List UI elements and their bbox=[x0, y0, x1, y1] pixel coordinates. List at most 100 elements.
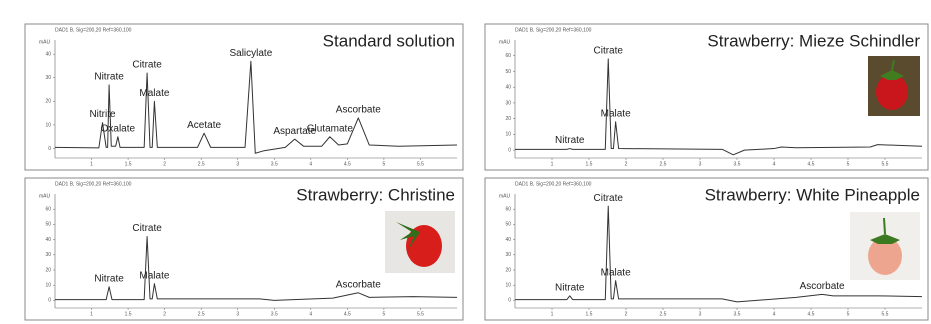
peak-label: Nitrate bbox=[555, 135, 585, 146]
y-tick-label: 10 bbox=[505, 283, 511, 289]
x-tick-label: 4 bbox=[309, 311, 312, 317]
x-tick-label: 4.5 bbox=[344, 311, 351, 317]
peak-label: Glutamate bbox=[307, 123, 354, 134]
peak-label: Malate bbox=[139, 88, 169, 99]
y-tick-label: 60 bbox=[505, 53, 511, 59]
peak-label: Nitrate bbox=[94, 273, 124, 284]
y-tick-label: 30 bbox=[505, 252, 511, 258]
peak-label: Acetate bbox=[187, 120, 221, 131]
y-tick-label: 20 bbox=[505, 267, 511, 273]
x-tick-label: 1 bbox=[90, 311, 93, 317]
x-tick-label: 5.5 bbox=[882, 161, 889, 167]
peak-label: Ascorbate bbox=[336, 105, 381, 116]
chromatogram-panel: DAD1 B, Sig=200,20 Ref=360,100mAU0102030… bbox=[25, 24, 463, 170]
x-tick-label: 2 bbox=[625, 161, 628, 167]
y-tick-label: 30 bbox=[45, 75, 51, 81]
peak-label: Malate bbox=[139, 270, 169, 281]
x-tick-label: 4.5 bbox=[808, 311, 815, 317]
y-tick-label: 40 bbox=[45, 51, 51, 57]
peak-label: Oxalate bbox=[101, 123, 136, 134]
x-tick-label: 4.5 bbox=[808, 161, 815, 167]
x-tick-label: 4 bbox=[309, 161, 312, 167]
y-tick-label: 20 bbox=[45, 267, 51, 273]
peak-label: Citrate bbox=[132, 60, 162, 71]
figure: DAD1 B, Sig=200,20 Ref=360,100mAU0102030… bbox=[0, 0, 931, 324]
y-tick-label: 20 bbox=[505, 116, 511, 122]
panel-header: DAD1 B, Sig=200,20 Ref=360,100 bbox=[55, 181, 132, 187]
x-tick-label: 4 bbox=[773, 311, 776, 317]
y-tick-label: 0 bbox=[508, 298, 511, 304]
y-tick-label: 10 bbox=[505, 132, 511, 138]
photo-mieze bbox=[868, 56, 920, 116]
x-tick-label: 4 bbox=[773, 161, 776, 167]
y-tick-label: 50 bbox=[505, 222, 511, 228]
x-tick-label: 1.5 bbox=[125, 311, 132, 317]
y-tick-label: 40 bbox=[505, 85, 511, 91]
peak-label: Citrate bbox=[594, 193, 624, 204]
peak-label: Nitrite bbox=[89, 109, 116, 120]
peak-label: Malate bbox=[601, 108, 631, 119]
peak-label: Salicylate bbox=[229, 48, 272, 59]
x-tick-label: 3.5 bbox=[271, 311, 278, 317]
page: {"chart_data": [ {"type": "line", "title… bbox=[0, 0, 931, 324]
peak-label: Nitrate bbox=[555, 282, 585, 293]
x-tick-label: 5 bbox=[847, 311, 850, 317]
peak-label: Citrate bbox=[594, 46, 624, 57]
panel-title: Strawberry: White Pineapple bbox=[705, 185, 920, 204]
x-tick-label: 4.5 bbox=[344, 161, 351, 167]
panel-title: Standard solution bbox=[323, 31, 455, 50]
x-tick-label: 1.5 bbox=[586, 311, 593, 317]
peak-label: Malate bbox=[601, 267, 631, 278]
photo-white-pineapple bbox=[850, 212, 920, 280]
x-tick-label: 3 bbox=[236, 311, 239, 317]
peak-label: Ascorbate bbox=[800, 281, 845, 292]
x-tick-label: 2 bbox=[625, 311, 628, 317]
x-tick-label: 1 bbox=[551, 161, 554, 167]
x-tick-label: 5 bbox=[847, 161, 850, 167]
x-tick-label: 5 bbox=[383, 161, 386, 167]
x-tick-label: 1.5 bbox=[586, 161, 593, 167]
x-tick-label: 3 bbox=[236, 161, 239, 167]
y-axis-label: mAU bbox=[39, 193, 51, 199]
x-tick-label: 1 bbox=[551, 311, 554, 317]
x-tick-label: 3 bbox=[699, 161, 702, 167]
y-tick-label: 10 bbox=[45, 122, 51, 128]
y-tick-label: 0 bbox=[48, 298, 51, 304]
x-tick-label: 2 bbox=[163, 161, 166, 167]
panel-header: DAD1 B, Sig=200,20 Ref=360,100 bbox=[515, 27, 592, 33]
x-tick-label: 3 bbox=[699, 311, 702, 317]
x-tick-label: 5 bbox=[383, 311, 386, 317]
x-tick-label: 2.5 bbox=[198, 311, 205, 317]
panel-title: Strawberry: Christine bbox=[296, 185, 455, 204]
y-tick-label: 40 bbox=[505, 237, 511, 243]
y-tick-label: 30 bbox=[505, 100, 511, 106]
x-tick-label: 2.5 bbox=[660, 161, 667, 167]
x-tick-label: 1 bbox=[90, 161, 93, 167]
y-tick-label: 40 bbox=[45, 237, 51, 243]
panel-header: DAD1 B, Sig=200,20 Ref=360,100 bbox=[55, 27, 132, 33]
x-tick-label: 2.5 bbox=[660, 311, 667, 317]
panel-title: Strawberry: Mieze Schindler bbox=[707, 31, 920, 50]
y-axis-label: mAU bbox=[499, 39, 511, 45]
x-tick-label: 5.5 bbox=[417, 311, 424, 317]
x-tick-label: 2.5 bbox=[198, 161, 205, 167]
y-tick-label: 0 bbox=[48, 146, 51, 152]
y-tick-label: 20 bbox=[45, 99, 51, 105]
x-tick-label: 3.5 bbox=[271, 161, 278, 167]
peak-label: Ascorbate bbox=[336, 279, 381, 290]
y-tick-label: 60 bbox=[505, 207, 511, 213]
peak-label: Citrate bbox=[132, 223, 162, 234]
x-tick-label: 5.5 bbox=[417, 161, 424, 167]
x-tick-label: 3.5 bbox=[734, 161, 741, 167]
y-tick-label: 10 bbox=[45, 283, 51, 289]
photo-christine bbox=[385, 211, 455, 273]
x-tick-label: 3.5 bbox=[734, 311, 741, 317]
x-tick-label: 2 bbox=[163, 311, 166, 317]
peak-label: Nitrate bbox=[94, 71, 124, 82]
y-tick-label: 60 bbox=[45, 207, 51, 213]
panel-header: DAD1 B, Sig=200,20 Ref=360,100 bbox=[515, 181, 592, 187]
x-tick-label: 5.5 bbox=[882, 311, 889, 317]
y-tick-label: 50 bbox=[45, 222, 51, 228]
x-tick-label: 1.5 bbox=[125, 161, 132, 167]
y-tick-label: 0 bbox=[508, 147, 511, 153]
